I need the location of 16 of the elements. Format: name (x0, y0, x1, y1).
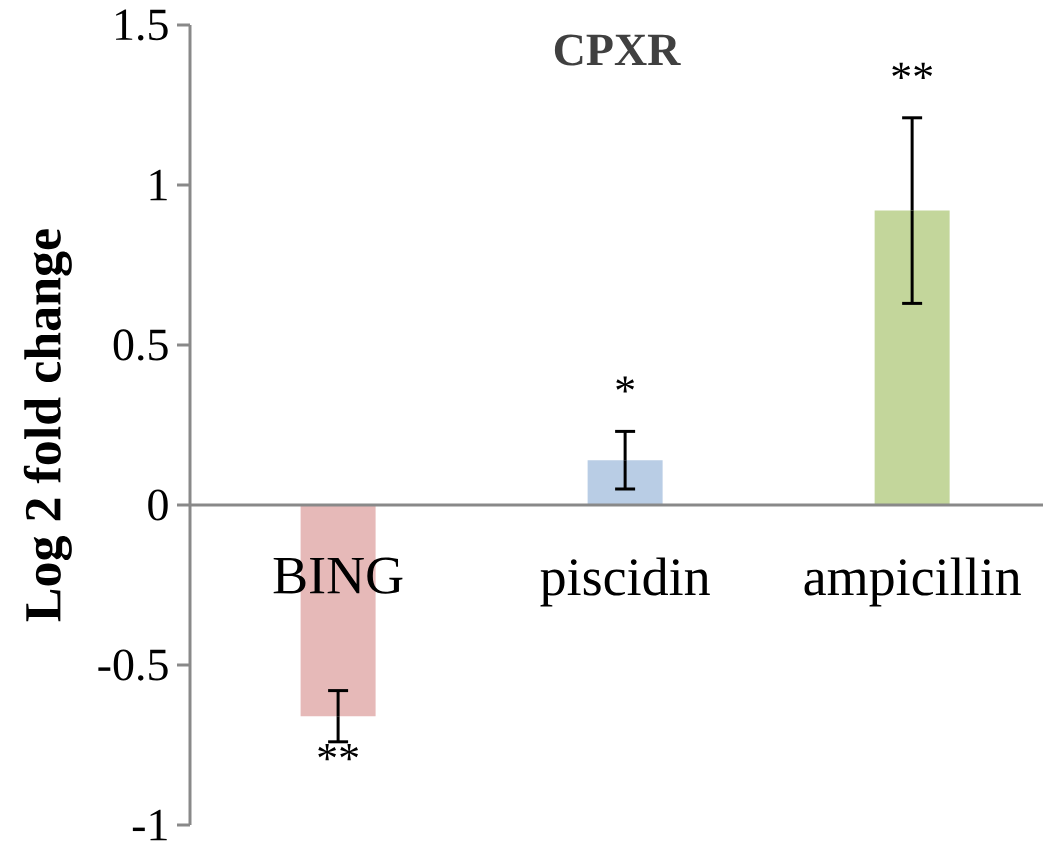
x-tick-label: BING (273, 557, 403, 594)
annotation: * (616, 376, 635, 393)
y-tick-label: 0 (148, 489, 168, 521)
bar (587, 460, 663, 505)
chart-title: CPXR (554, 34, 681, 66)
y-axis-title: Log 2 fold change (23, 229, 72, 622)
annotation: ** (892, 62, 933, 79)
bar (874, 210, 950, 505)
x-tick-label: piscidin (540, 557, 710, 607)
x-tick-label: ampicillin (804, 557, 1021, 607)
y-tick-label: -0.5 (98, 649, 168, 681)
y-tick-label: -1 (132, 809, 167, 841)
y-tick-label: 1.5 (116, 9, 168, 41)
annotation: ** (318, 744, 358, 761)
y-tick-label: 1 (150, 169, 167, 201)
y-tick-label: 0.5 (113, 329, 168, 361)
